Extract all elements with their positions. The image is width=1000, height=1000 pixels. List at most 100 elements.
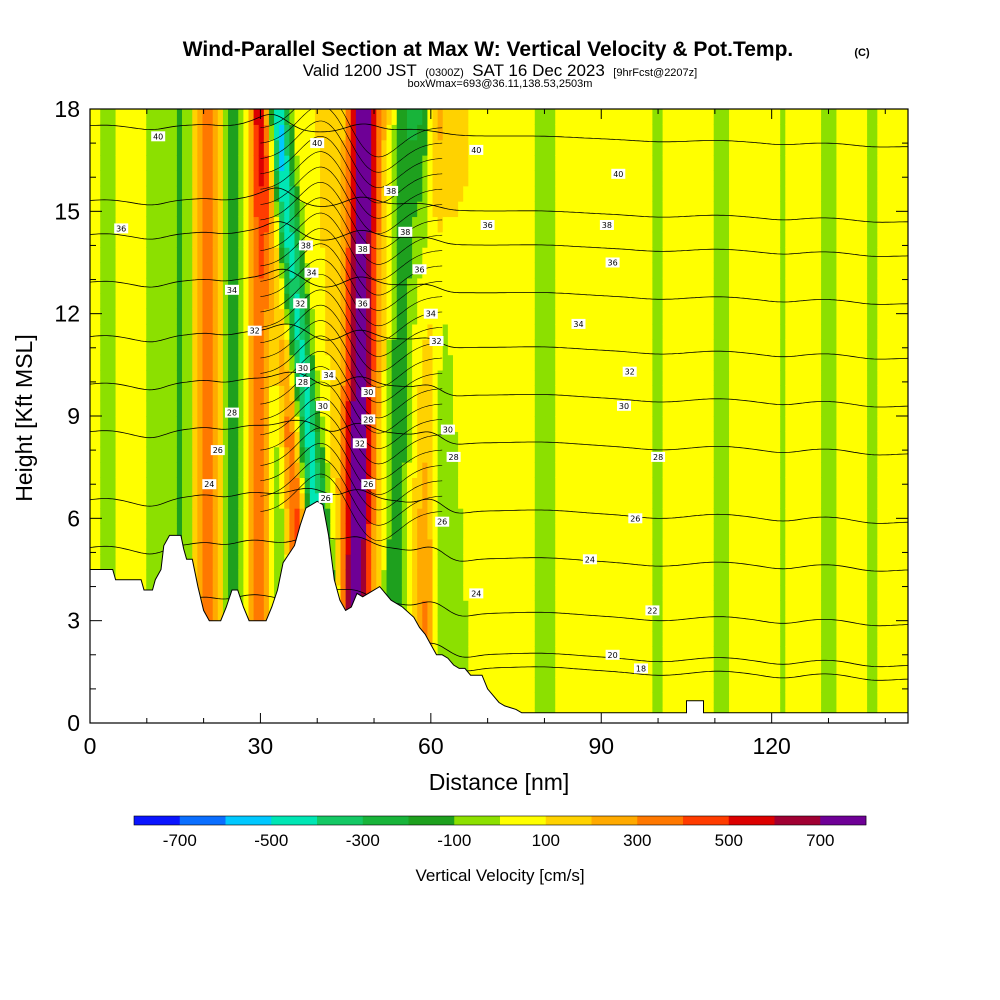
velocity-cell — [713, 630, 720, 647]
velocity-cell — [161, 231, 168, 248]
velocity-cell — [207, 277, 214, 294]
velocity-cell — [422, 385, 429, 402]
velocity-cell — [703, 692, 710, 709]
velocity-cell — [585, 369, 592, 386]
velocity-cell — [626, 661, 633, 678]
velocity-cell — [545, 293, 551, 310]
velocity-cell — [488, 124, 495, 141]
velocity-cell — [601, 323, 607, 340]
velocity-cell — [718, 661, 725, 678]
velocity-cell — [621, 277, 628, 294]
velocity-cell — [314, 369, 321, 386]
velocity-cell — [642, 109, 648, 125]
velocity-cell — [309, 109, 316, 125]
velocity-cell — [473, 615, 480, 632]
velocity-cell — [550, 676, 556, 693]
velocity-cell — [488, 446, 495, 463]
velocity-cell — [381, 308, 388, 325]
velocity-cell — [284, 139, 290, 156]
velocity-cell — [274, 462, 280, 478]
velocity-cell — [212, 416, 219, 432]
velocity-cell — [263, 569, 270, 586]
velocity-cell — [524, 600, 531, 617]
velocity-cell — [279, 431, 285, 448]
velocity-cell — [524, 646, 531, 663]
velocity-cell — [596, 185, 602, 202]
velocity-cell — [647, 523, 653, 540]
velocity-cell — [631, 247, 638, 264]
velocity-cell — [263, 139, 270, 156]
velocity-cell — [611, 462, 618, 478]
velocity-cell — [524, 431, 531, 448]
velocity-cell — [463, 323, 469, 340]
velocity-cell — [688, 477, 694, 494]
velocity-cell — [596, 170, 602, 187]
velocity-cell — [555, 554, 561, 571]
velocity-cell — [677, 354, 684, 371]
velocity-cell — [192, 262, 198, 279]
velocity-cell — [657, 492, 664, 509]
velocity-cell — [197, 446, 204, 463]
velocity-cell — [417, 554, 423, 571]
velocity-cell — [488, 584, 495, 601]
velocity-cell — [212, 492, 219, 509]
velocity-cell — [151, 293, 158, 310]
velocity-cell — [473, 400, 480, 417]
velocity-cell — [432, 139, 439, 156]
velocity-cell — [136, 216, 142, 233]
velocity-cell — [258, 231, 265, 248]
velocity-cell — [616, 277, 623, 294]
velocity-cell — [115, 508, 122, 525]
velocity-cell — [202, 216, 209, 233]
velocity-cell — [616, 308, 623, 325]
velocity-cell — [294, 508, 301, 525]
velocity-cell — [478, 124, 485, 141]
velocity-cell — [570, 170, 577, 187]
velocity-cell — [447, 277, 454, 294]
velocity-cell — [647, 308, 653, 325]
velocity-cell — [294, 155, 301, 171]
velocity-cell — [703, 369, 710, 386]
velocity-cell — [652, 201, 659, 218]
velocity-cell — [427, 201, 434, 218]
velocity-cell — [156, 293, 163, 310]
velocity-cell — [667, 354, 674, 371]
velocity-cell — [335, 554, 342, 571]
velocity-cell — [432, 262, 439, 279]
velocity-cell — [611, 201, 618, 218]
velocity-cell — [212, 231, 219, 248]
velocity-cell — [274, 155, 280, 171]
velocity-cell — [212, 369, 219, 386]
velocity-cell — [596, 293, 602, 310]
velocity-cell — [222, 109, 229, 125]
velocity-cell — [626, 155, 633, 171]
velocity-cell — [545, 109, 551, 125]
velocity-cell — [335, 124, 342, 141]
velocity-cell — [125, 155, 132, 171]
velocity-cell — [182, 323, 188, 340]
velocity-cell — [335, 293, 342, 310]
velocity-cell — [304, 416, 311, 432]
velocity-cell — [130, 554, 137, 571]
velocity-cell — [698, 109, 705, 125]
velocity-cell — [151, 492, 158, 509]
velocity-cell — [243, 400, 250, 417]
velocity-cell — [202, 323, 209, 340]
velocity-cell — [621, 630, 628, 647]
velocity-cell — [504, 247, 510, 264]
velocity-cell — [575, 462, 582, 478]
velocity-cell — [125, 385, 132, 402]
velocity-cell — [463, 262, 469, 279]
velocity-cell — [202, 262, 209, 279]
velocity-cell — [452, 431, 459, 448]
velocity-cell — [330, 139, 336, 156]
velocity-cell — [662, 277, 669, 294]
velocity-cell — [703, 247, 710, 264]
velocity-cell — [677, 139, 684, 156]
velocity-cell — [626, 431, 633, 448]
velocity-cell — [217, 124, 224, 141]
velocity-cell — [355, 170, 362, 187]
velocity-cell — [345, 385, 352, 402]
velocity-cell — [667, 262, 674, 279]
velocity-cell — [447, 508, 454, 525]
